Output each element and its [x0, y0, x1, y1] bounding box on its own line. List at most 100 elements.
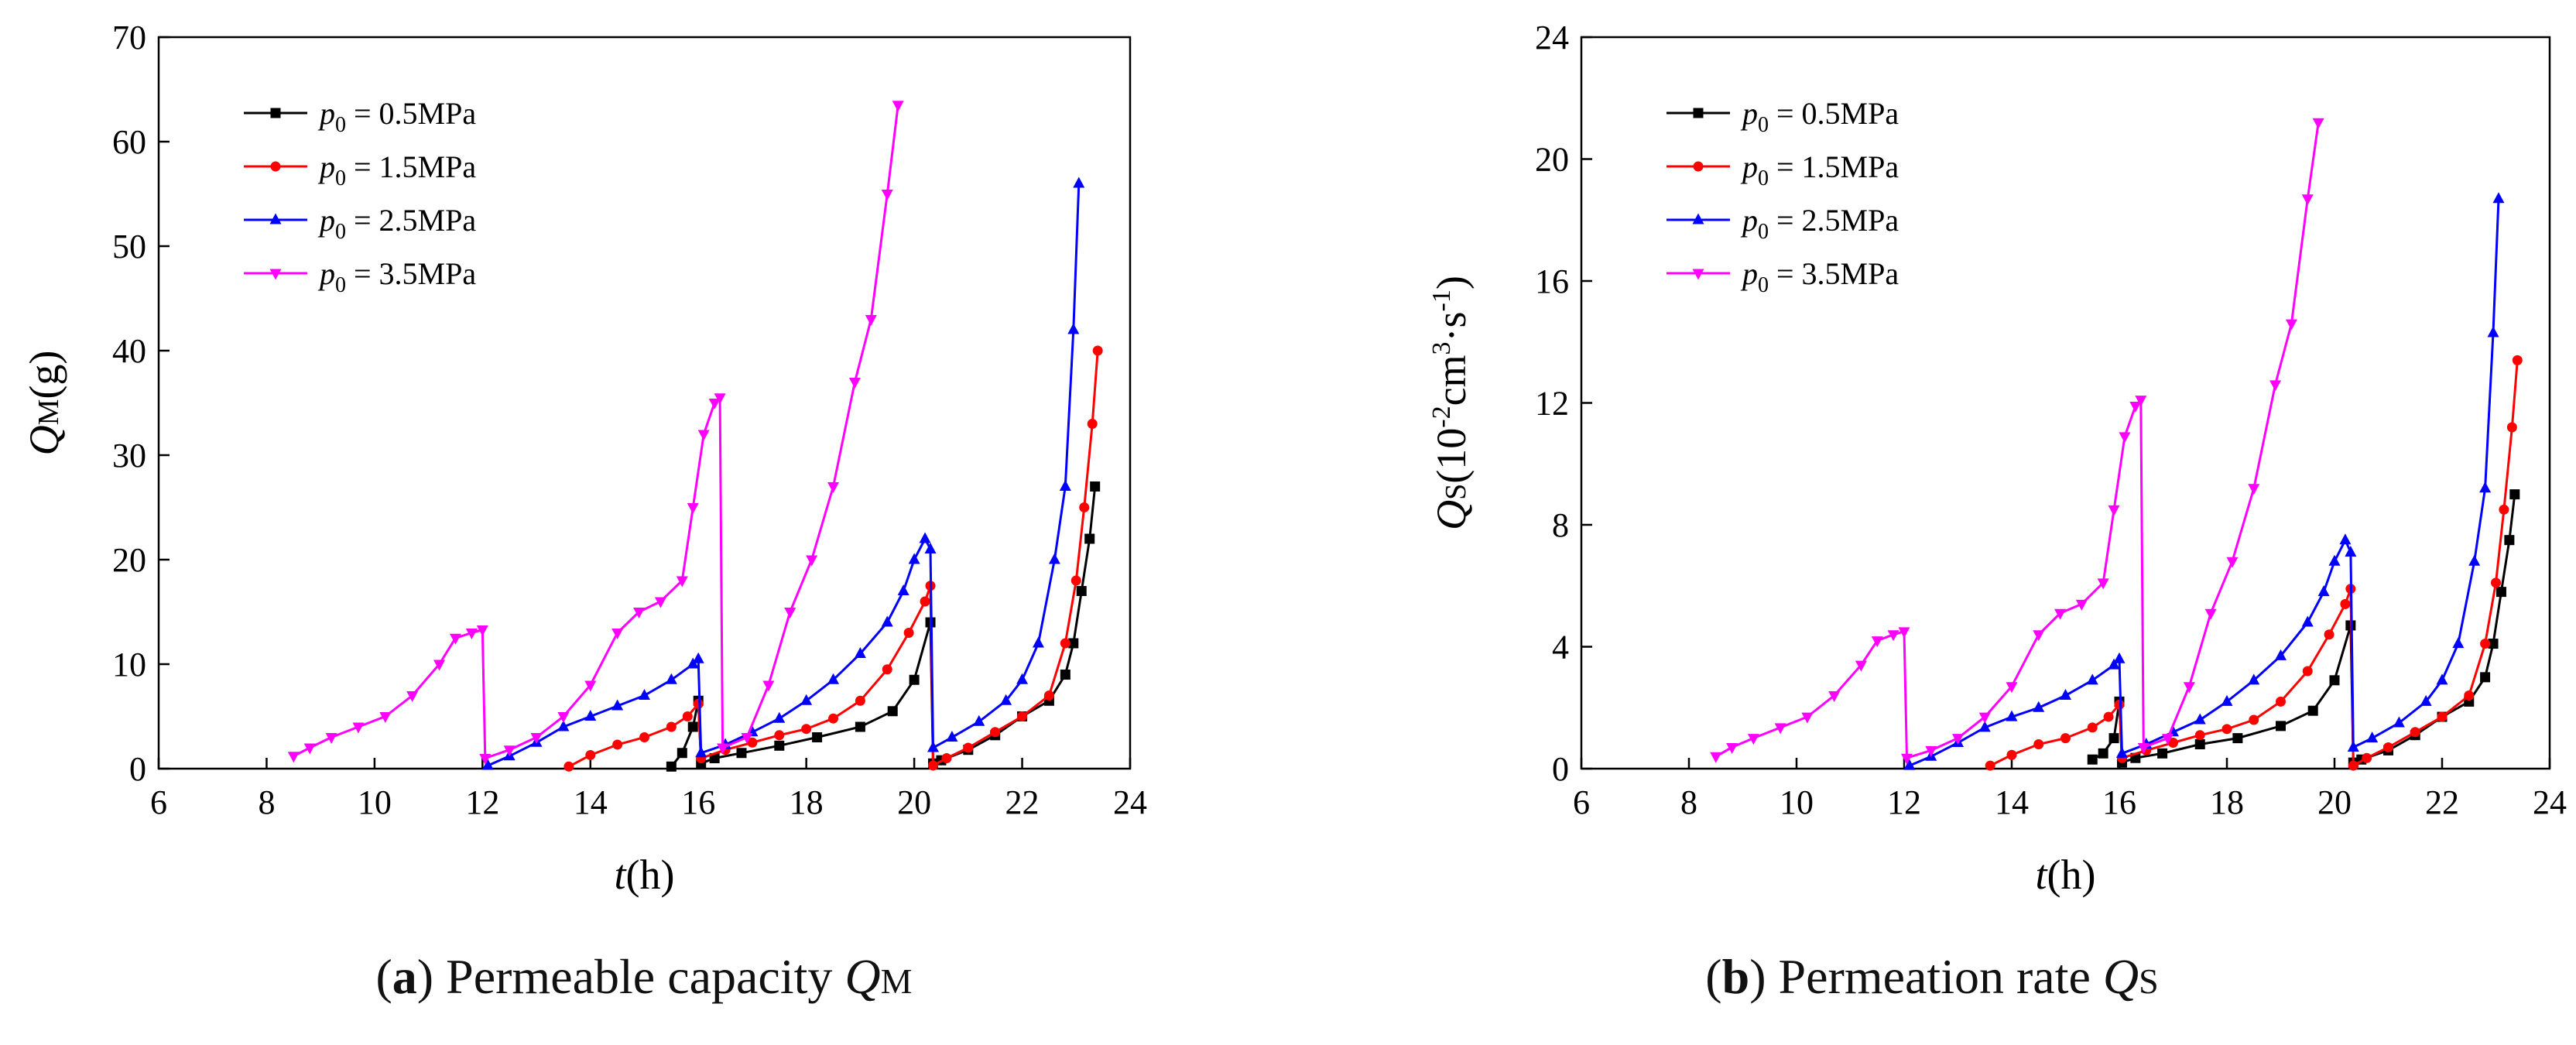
- chart-a-series-3-point: [784, 608, 796, 618]
- chart-b-legend-var: p: [1740, 96, 1758, 131]
- chart-a-series-3-point: [325, 733, 337, 744]
- chart-a: 6 8 10 12 14 16 18 20 22 24010203040506070t(h)QM(…: [21, 19, 1147, 898]
- chart-b-y-tick-label: 20: [1535, 141, 1569, 179]
- chart-b-series-3-point: [2248, 484, 2260, 495]
- chart-b-series-2-point: [2479, 481, 2492, 493]
- chart-a-series-3-point: [676, 576, 688, 588]
- chart-b-series-2-point: [2221, 694, 2233, 706]
- chart-a-series-0-point: [774, 740, 785, 751]
- chart-a-legend-marker-0: [270, 108, 281, 118]
- chart-b-series-1-point: [2506, 422, 2517, 433]
- chart-a-series-2-point: [973, 714, 985, 726]
- chart-b-series-1: [1985, 355, 2523, 771]
- chart-b-series-1-point: [2348, 760, 2358, 771]
- chart-b-series-2-point: [2347, 740, 2359, 752]
- chart-b-series-3-point: [2301, 194, 2314, 206]
- chart-a-series-3-point: [611, 629, 624, 639]
- chart-b-legend-var: p: [1740, 203, 1758, 238]
- chart-b-series-2-point: [1978, 721, 1991, 732]
- chart-a-y-axis-sub: M: [33, 399, 65, 426]
- chart-a-series-3-point: [892, 101, 904, 112]
- chart-b-series-1-point: [2114, 699, 2125, 710]
- chart-a-legend-marker-3: [269, 269, 282, 280]
- chart-a-series-3-point: [654, 597, 666, 608]
- chart-a-series-2-point: [557, 720, 570, 732]
- chart-a-series-2-point: [481, 759, 494, 770]
- chart-a-series-3-point: [881, 190, 893, 200]
- chart-b-series-2-point: [2393, 716, 2405, 728]
- chart-a-series-3-point: [848, 378, 861, 389]
- chart-b-series-1-point: [2249, 714, 2259, 725]
- chart-a-series-1-point: [1092, 345, 1103, 356]
- chart-b-series-1-point: [2194, 730, 2205, 741]
- chart-a-series-1-point: [1017, 711, 1028, 721]
- chart-a-series-3-point: [476, 625, 488, 636]
- chart-a-series-1-point: [612, 739, 623, 750]
- chart-b-series-3-point: [1900, 753, 1913, 765]
- chart-a-series-2-point: [1067, 323, 1080, 334]
- chart-b-series-3-point: [2312, 118, 2324, 129]
- chart-a-series-2-point: [827, 673, 840, 684]
- chart-a-series-3-point: [714, 393, 726, 405]
- chart-b-series-3-point: [1898, 627, 1910, 639]
- chart-b-series-0-point: [2307, 705, 2318, 716]
- chart-a-series-1-point: [941, 753, 952, 763]
- chart-b-series-1-point: [2499, 504, 2509, 515]
- chart-a-series-2-point: [1073, 176, 1085, 188]
- chart-a-series-2-point: [946, 731, 958, 742]
- chart-a-series-3-point: [352, 722, 365, 734]
- chart-b-series-3-point: [2285, 319, 2297, 331]
- chart-a-x-tick-label: 22: [1005, 783, 1040, 821]
- chart-b-series-3-point: [1855, 660, 1867, 672]
- chart-a-series-0-point: [1090, 481, 1101, 492]
- chart-a-series-2-point: [1032, 636, 1044, 648]
- chart-b-series-1-point: [2491, 577, 2501, 588]
- chart-a-series-3-point: [687, 503, 699, 514]
- chart-b-series-0-point: [2329, 675, 2340, 686]
- chart-b-y-axis-unit: (10: [1428, 428, 1475, 484]
- chart-a-series-1-point: [639, 732, 649, 742]
- chart-a-series-2-point: [584, 710, 597, 721]
- chart-a-series-1-point: [682, 711, 693, 721]
- chart-a-x-tick-label: 16: [681, 783, 715, 821]
- chart-b-series-0-point: [2480, 672, 2491, 683]
- chart-b-legend-marker-1: [1693, 161, 1704, 172]
- chart-b-series-2-point: [2301, 615, 2314, 627]
- chart-b-series-1-point: [2168, 738, 2178, 749]
- chart-b-series-2-point: [2115, 746, 2128, 758]
- caption-a-sub: M: [880, 961, 913, 1001]
- chart-b-series-2-point: [2086, 673, 2098, 685]
- chart-a-series-1-point: [666, 721, 677, 732]
- chart-a-y-tick-label: 20: [112, 541, 146, 579]
- chart-b-series-3-point: [1726, 742, 1738, 754]
- chart-a-series-1-point: [1043, 690, 1054, 701]
- chart-b-series-2-point: [2420, 694, 2432, 706]
- chart-b-y-tick-label: 16: [1535, 262, 1569, 300]
- chart-a-series-1-point: [903, 628, 914, 638]
- caption-a-letter: a: [392, 949, 417, 1004]
- chart-b-series-2-point: [2248, 673, 2260, 685]
- chart-b-series-3-point: [2054, 608, 2067, 620]
- chart-b-legend-sub: 0: [1758, 273, 1769, 297]
- chart-b: 6 8 10 12 14 16 18 20 22 24 0 4 8 12 16 20 24 t(h) QS(10-2…: [1427, 19, 2567, 898]
- chart-a-series-0-point: [677, 748, 687, 759]
- chart-b-series-2-point: [2366, 732, 2379, 743]
- chart-a-series-3-point: [708, 399, 721, 409]
- chart-a-series-0-point: [855, 721, 865, 732]
- chart-b-y-tick-label: 12: [1535, 385, 1569, 423]
- chart-a-plot-frame: [157, 36, 1132, 770]
- chart-b-series-3-point: [2226, 557, 2239, 568]
- caption-b-var: Q: [2102, 949, 2139, 1004]
- chart-b-series-0-point: [2504, 535, 2515, 546]
- chart-b-series-2-point: [2275, 649, 2287, 660]
- chart-b-series-3-point: [1710, 752, 1722, 763]
- chart-a-legend-rest: = 1.5MPa: [346, 149, 476, 184]
- chart-a-y-tick-label: 40: [112, 332, 146, 370]
- chart-b-series-3-point: [2135, 396, 2147, 407]
- chart-a-series-3-point: [287, 752, 300, 763]
- chart-b-series-0-point: [2232, 733, 2243, 744]
- chart-a-series-3: [287, 101, 904, 765]
- caption-a-text: Permeable capacity: [446, 949, 845, 1004]
- chart-a-legend-rest: = 2.5MPa: [346, 203, 476, 238]
